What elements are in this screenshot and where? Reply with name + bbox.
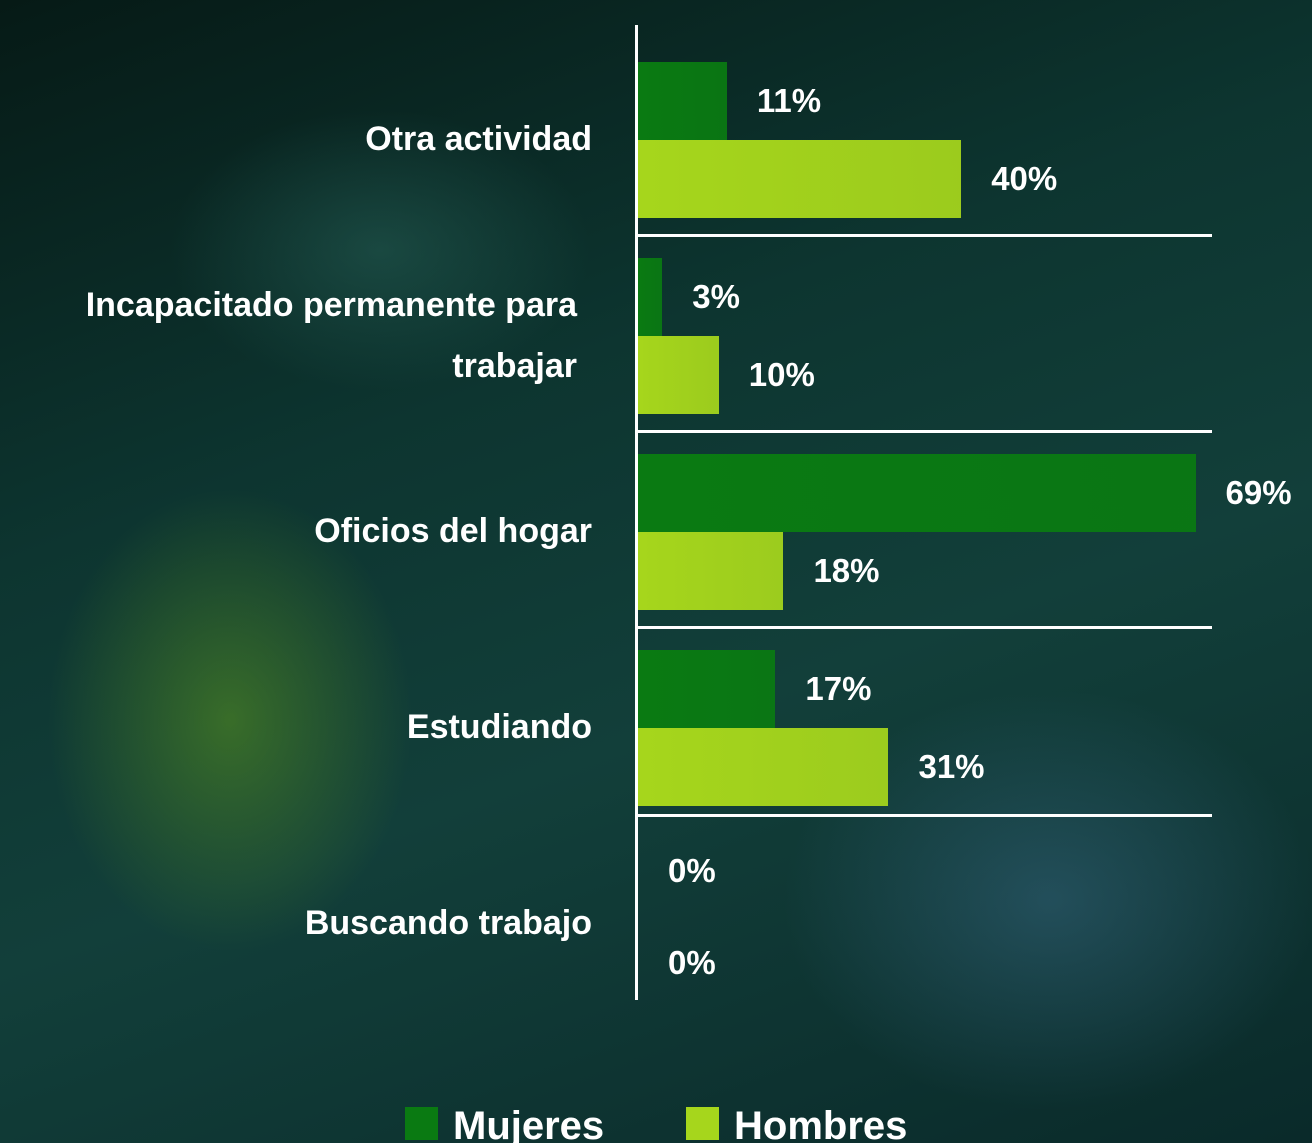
bar [638, 728, 889, 806]
category-label: Estudiando [406, 708, 592, 747]
value-label: 69% [1225, 474, 1292, 511]
axis-line [635, 25, 638, 1000]
bar [638, 532, 784, 610]
value-label: 3% [692, 278, 740, 315]
value-label: 11% [756, 82, 822, 119]
value-label: 18% [813, 552, 880, 589]
value-label: 40% [991, 160, 1058, 197]
value-label: 0% [668, 852, 716, 889]
bar [638, 454, 1196, 532]
category-label: Incapacitado permanente para trabajar [85, 285, 577, 385]
separator [636, 234, 1212, 237]
value-label: 17% [805, 670, 872, 707]
separator [636, 626, 1212, 629]
legend-label: Mujeres [453, 1104, 605, 1143]
bar [638, 62, 727, 140]
category-label: Otra actividad [365, 120, 592, 159]
legend-label: Hombres [734, 1104, 908, 1143]
value-label: 31% [918, 748, 985, 785]
separator [636, 430, 1212, 433]
legend-swatch [686, 1107, 719, 1140]
value-label: 10% [748, 356, 815, 393]
bar [638, 650, 776, 728]
legend-swatch [405, 1107, 438, 1140]
bar [638, 336, 719, 414]
bar [638, 258, 663, 336]
category-label: Buscando trabajo [304, 904, 592, 943]
category-label: Oficios del hogar [314, 512, 592, 551]
separator [636, 814, 1212, 817]
bar [638, 140, 962, 218]
value-label: 0% [668, 944, 716, 981]
